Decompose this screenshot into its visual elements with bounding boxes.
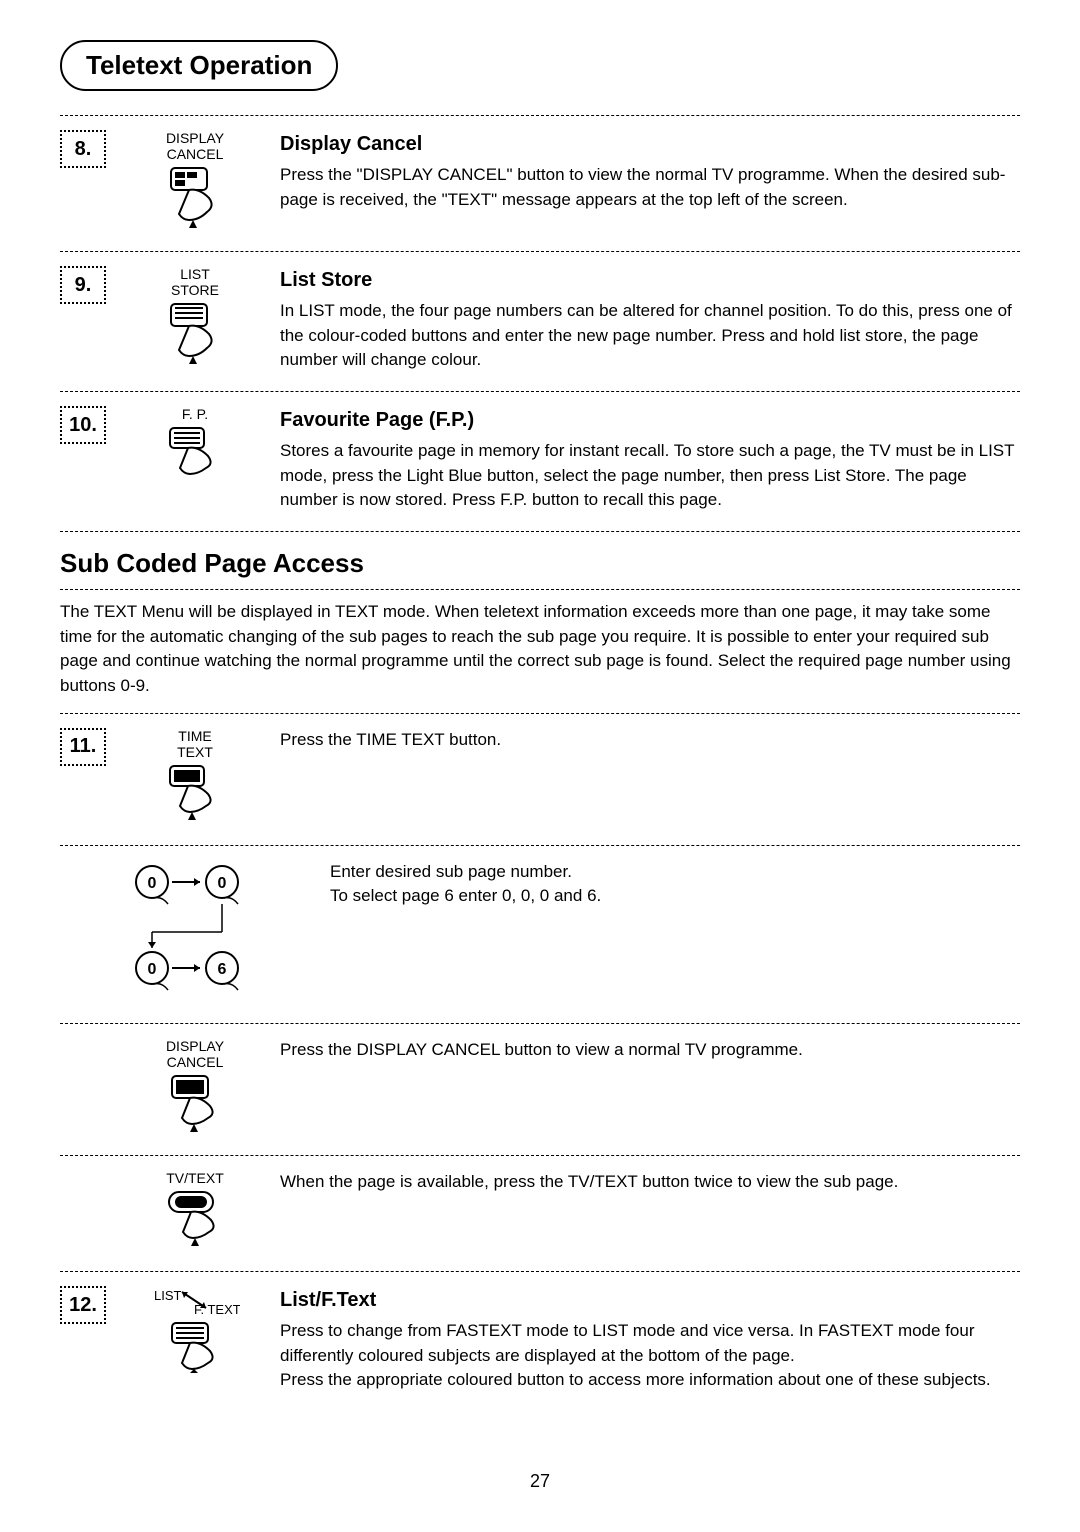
item-body: Press the DISPLAY CANCEL button to view … (280, 1038, 1020, 1063)
section-subpage-entry: 0 0 0 6 Enter desire (60, 845, 1020, 1023)
step-number: 10. (60, 406, 106, 444)
item-body: Enter desired sub page number. To select… (330, 860, 1020, 909)
item-title: Display Cancel (280, 130, 1020, 159)
remote-hand-icon (165, 166, 225, 228)
remote-hand-icon (165, 1190, 225, 1248)
remote-hand-icon (166, 1074, 224, 1132)
step-number: 8. (60, 130, 106, 168)
section-9: 9. LIST STORE List Store In LIST mode, t… (60, 251, 1020, 391)
item-body: In LIST mode, the four page numbers can … (280, 299, 1020, 373)
page-title-pill: Teletext Operation (60, 40, 338, 91)
section-10: 10. F. P. Favourite Page (F.P.) Stores a… (60, 391, 1020, 531)
section-12: 12. LIST F. TEXT List/F.Text Press to ch… (60, 1271, 1020, 1411)
step-number: 11. (60, 728, 106, 766)
step-number: 12. (60, 1286, 106, 1324)
item-body: When the page is available, press the TV… (280, 1170, 1020, 1195)
svg-text:LIST: LIST (154, 1288, 182, 1303)
button-sequence-diagram: 0 0 0 6 (130, 860, 300, 1000)
item-title: List Store (280, 266, 1020, 295)
item-body: Press the TIME TEXT button. (280, 728, 1020, 753)
item-body: Press to change from FASTEXT mode to LIS… (280, 1319, 1020, 1393)
svg-text:F. TEXT: F. TEXT (194, 1302, 240, 1316)
step-number: 9. (60, 266, 106, 304)
page-number: 27 (60, 1471, 1020, 1492)
item-title: Favourite Page (F.P.) (280, 406, 1020, 435)
section-8: 8. DISPLAY CANCEL Display Cancel Press t… (60, 115, 1020, 251)
svg-text:6: 6 (218, 961, 227, 978)
svg-text:0: 0 (148, 875, 157, 892)
section-11: 11. TIME TEXT Press the TIME TEXT button… (60, 713, 1020, 845)
item-body: Press the "DISPLAY CANCEL" button to vie… (280, 163, 1020, 212)
remote-hand-icon (166, 764, 224, 822)
sub-intro: The TEXT Menu will be displayed in TEXT … (60, 589, 1020, 713)
list-ftext-label-icon: LIST F. TEXT (150, 1286, 240, 1316)
icon-label: DISPLAY CANCEL (130, 130, 260, 162)
icon-label: LIST STORE (130, 266, 260, 298)
item-body: Stores a favourite page in memory for in… (280, 439, 1020, 513)
svg-text:0: 0 (218, 875, 227, 892)
icon-label: TIME TEXT (130, 728, 260, 760)
remote-hand-icon (166, 1321, 224, 1373)
icon-label: DISPLAY CANCEL (130, 1038, 260, 1070)
remote-hand-icon (165, 302, 225, 364)
remote-hand-icon (166, 426, 224, 476)
page-title: Teletext Operation (86, 50, 312, 80)
section-display-cancel: DISPLAY CANCEL Press the DISPLAY CANCEL … (60, 1023, 1020, 1155)
section-tvtext: TV/TEXT When the page is available, pres… (60, 1155, 1020, 1271)
item-title: List/F.Text (280, 1286, 1020, 1315)
svg-text:0: 0 (148, 961, 157, 978)
icon-label: F. P. (130, 406, 260, 422)
sub-heading: Sub Coded Page Access (60, 548, 1020, 579)
icon-label: TV/TEXT (130, 1170, 260, 1186)
